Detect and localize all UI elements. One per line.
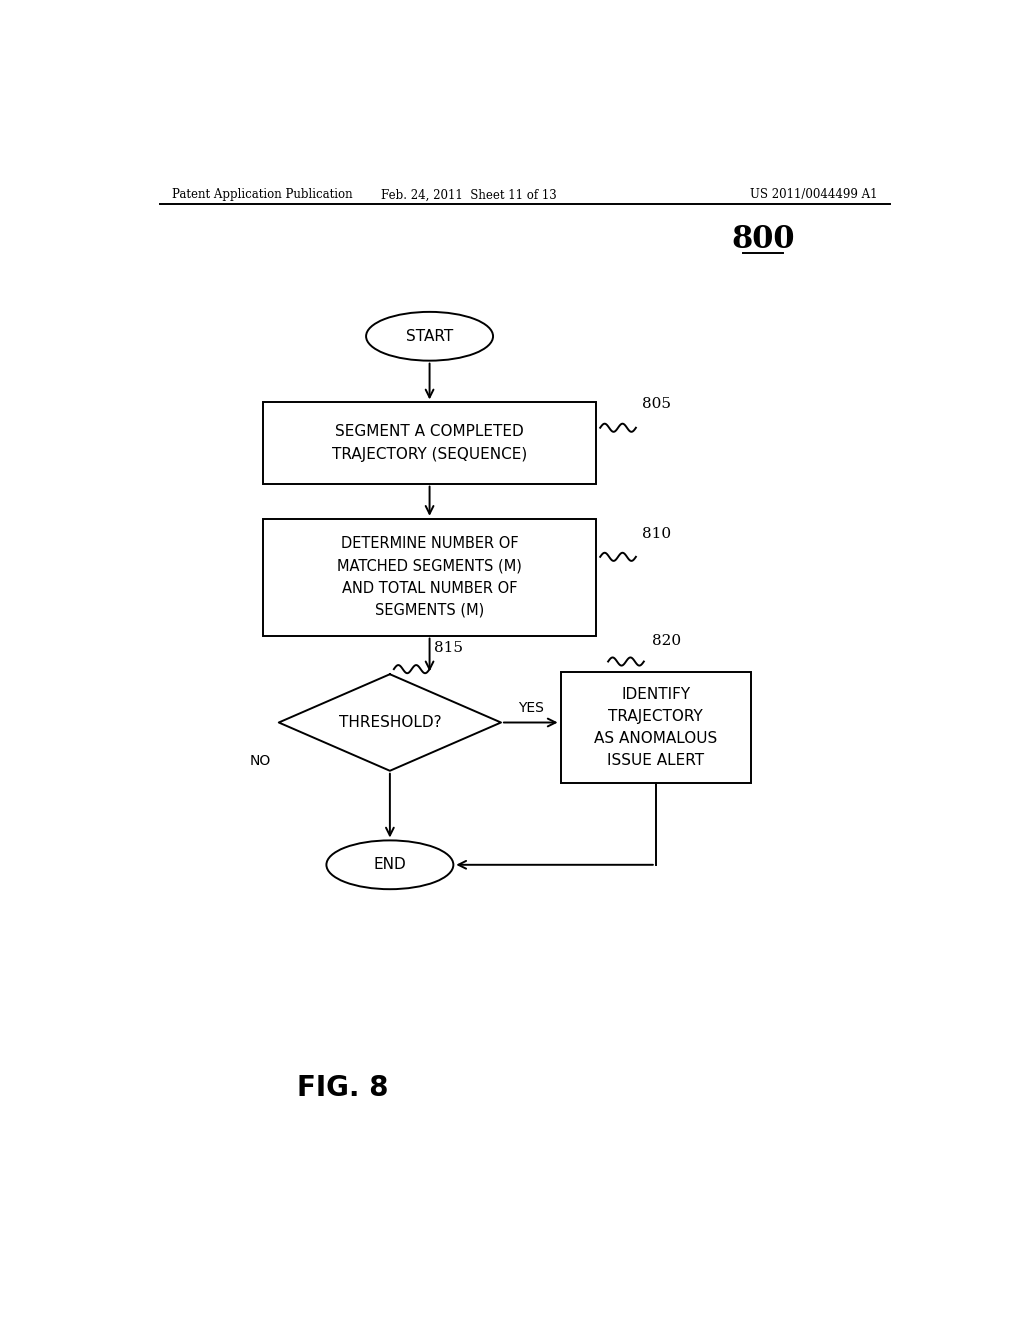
Ellipse shape [367,312,494,360]
Text: THRESHOLD?: THRESHOLD? [339,715,441,730]
Text: 810: 810 [642,528,672,541]
Text: SEGMENT A COMPLETED
TRAJECTORY (SEQUENCE): SEGMENT A COMPLETED TRAJECTORY (SEQUENCE… [332,425,527,462]
Text: IDENTIFY
TRAJECTORY
AS ANOMALOUS
ISSUE ALERT: IDENTIFY TRAJECTORY AS ANOMALOUS ISSUE A… [594,686,718,768]
FancyBboxPatch shape [560,672,751,784]
Text: 820: 820 [652,634,681,648]
Text: Feb. 24, 2011  Sheet 11 of 13: Feb. 24, 2011 Sheet 11 of 13 [381,189,557,202]
FancyBboxPatch shape [263,403,596,483]
FancyBboxPatch shape [263,519,596,636]
Text: NO: NO [250,754,270,768]
Text: Patent Application Publication: Patent Application Publication [172,189,352,202]
Polygon shape [279,675,501,771]
Ellipse shape [327,841,454,890]
Text: 815: 815 [433,640,463,655]
Text: END: END [374,857,407,873]
Text: DETERMINE NUMBER OF
MATCHED SEGMENTS (M)
AND TOTAL NUMBER OF
SEGMENTS (M): DETERMINE NUMBER OF MATCHED SEGMENTS (M)… [337,536,522,618]
Text: US 2011/0044499 A1: US 2011/0044499 A1 [751,189,878,202]
Text: 800: 800 [731,224,795,255]
Text: START: START [406,329,454,343]
Text: 805: 805 [642,397,672,412]
Text: FIG. 8: FIG. 8 [297,1074,388,1102]
Text: YES: YES [518,701,544,715]
